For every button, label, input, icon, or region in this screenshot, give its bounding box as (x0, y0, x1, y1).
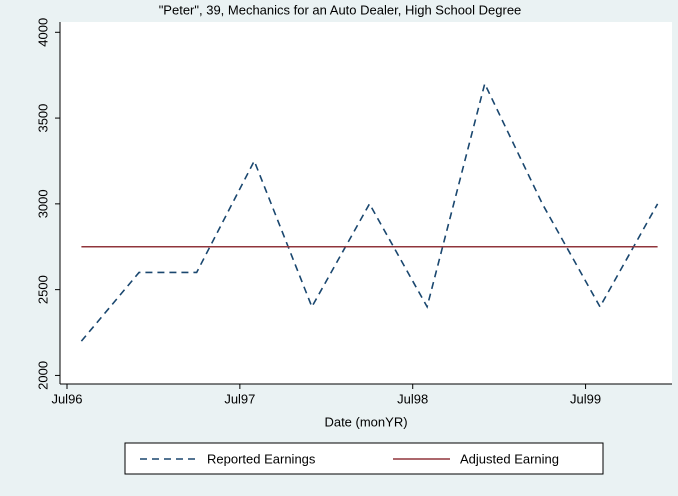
legend (124, 442, 604, 475)
x-axis-label: Date (monYR) (324, 414, 407, 429)
x-tick-label: Jul96 (51, 391, 82, 406)
y-tick-label: 3000 (35, 189, 50, 218)
x-tick-label: Jul97 (224, 391, 255, 406)
legend-label: Adjusted Earning (460, 451, 559, 466)
series-line (80, 81, 659, 342)
chart-title: "Peter", 39, Mechanics for an Auto Deale… (159, 2, 522, 17)
x-tick-label: Jul99 (570, 391, 601, 406)
x-tick-label: Jul98 (397, 391, 428, 406)
legend-label: Reported Earnings (207, 451, 316, 466)
y-tick-label: 2500 (35, 275, 50, 304)
y-tick-label: 2000 (35, 361, 50, 390)
y-tick-label: 3500 (35, 104, 50, 133)
y-tick-label: 4000 (35, 18, 50, 47)
plot-area (60, 22, 672, 384)
